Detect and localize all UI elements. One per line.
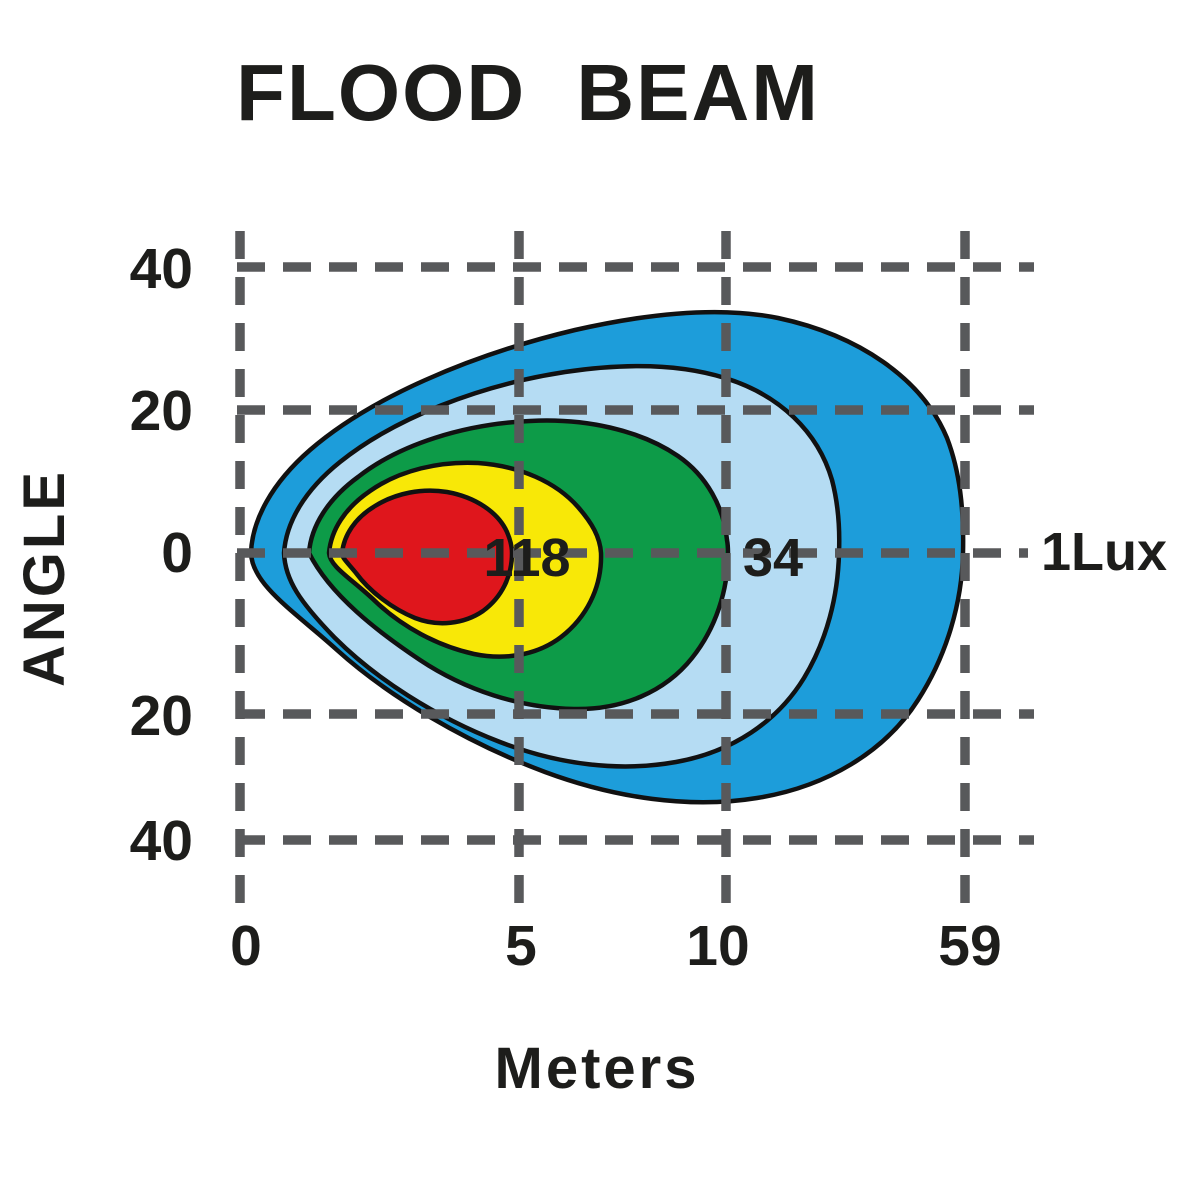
x-tick-59: 59 bbox=[938, 914, 1001, 978]
x-tick-10: 10 bbox=[686, 914, 749, 978]
illuminance-labels: 118 34 1Lux bbox=[483, 522, 1167, 588]
x-tick-0: 0 bbox=[230, 914, 262, 978]
chart-title: FLOOD BEAM bbox=[236, 48, 820, 137]
grid-lines bbox=[235, 231, 1034, 906]
lux-label-34: 34 bbox=[743, 528, 803, 588]
lux-label-118: 118 bbox=[483, 528, 570, 588]
lux-label-1lux: 1Lux bbox=[1041, 522, 1167, 582]
y-axis-ticks: 40 20 0 20 40 bbox=[130, 237, 193, 873]
x-tick-5: 5 bbox=[505, 914, 537, 978]
y-tick-20-bottom: 20 bbox=[130, 684, 193, 748]
x-axis-label: Meters bbox=[495, 1036, 700, 1101]
x-axis-ticks: 0 5 10 59 bbox=[230, 914, 1002, 978]
y-tick-40-bottom: 40 bbox=[130, 809, 193, 873]
y-tick-20-top: 20 bbox=[130, 379, 193, 443]
y-tick-0: 0 bbox=[161, 521, 193, 585]
y-tick-40-top: 40 bbox=[130, 237, 193, 301]
y-axis-label: ANGLE bbox=[12, 469, 77, 687]
